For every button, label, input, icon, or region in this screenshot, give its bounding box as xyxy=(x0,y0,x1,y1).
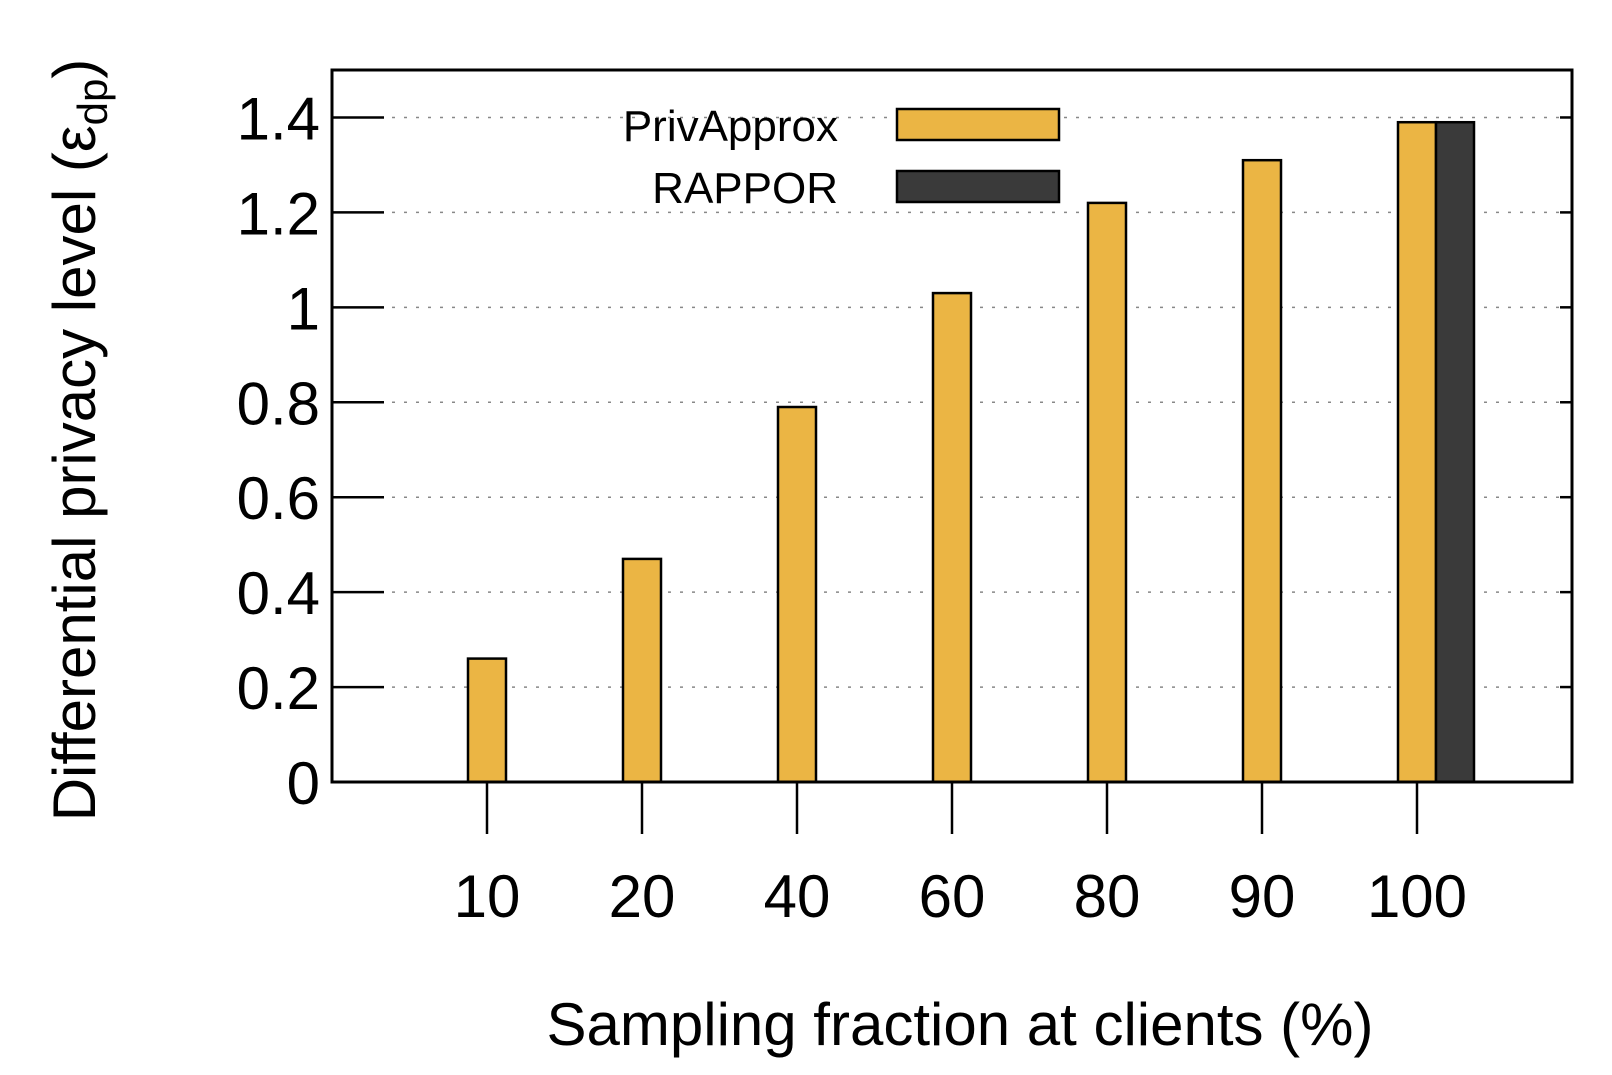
x-tick-label: 40 xyxy=(764,863,831,930)
x-axis-title: Sampling fraction at clients (%) xyxy=(547,991,1374,1058)
legend-label-rappor: RAPPOR xyxy=(652,164,838,213)
y-axis-title-close: ) xyxy=(41,59,108,79)
y-tick-label: 0.8 xyxy=(237,370,320,437)
y-axis-ticks: 0 0.2 0.4 0.6 0.8 1 1.2 1.4 xyxy=(237,85,1572,817)
y-tick-label: 1.2 xyxy=(237,180,320,247)
x-tick-label: 90 xyxy=(1229,863,1296,930)
legend: PrivApprox RAPPOR xyxy=(623,102,1061,213)
y-axis-title-subscript: dp xyxy=(69,79,116,126)
legend-label-privapprox: PrivApprox xyxy=(623,102,838,151)
bar-privapprox-20 xyxy=(621,557,663,784)
legend-swatch-privapprox xyxy=(895,107,1061,142)
bar-privapprox-40 xyxy=(776,405,818,784)
x-tick-label: 100 xyxy=(1367,863,1467,930)
y-tick-label: 1 xyxy=(287,275,320,342)
grid-lines xyxy=(332,116,1572,688)
y-tick-label: 1.4 xyxy=(237,85,320,152)
legend-swatch-rappor xyxy=(895,169,1061,204)
y-tick-label: 0.6 xyxy=(237,465,320,532)
x-tick-label: 60 xyxy=(919,863,986,930)
y-tick-label: 0 xyxy=(287,750,320,817)
y-tick-label: 0.4 xyxy=(237,560,320,627)
bar-privapprox-100 xyxy=(1396,120,1438,784)
bar-privapprox-10 xyxy=(466,657,508,784)
x-tick-label: 20 xyxy=(609,863,676,930)
x-tick-label: 80 xyxy=(1074,863,1141,930)
bar-privapprox-90 xyxy=(1241,158,1283,784)
bar-privapprox-60 xyxy=(931,291,973,784)
y-axis-title-main: Differential privacy level (ε xyxy=(41,125,108,821)
x-tick-label: 10 xyxy=(454,863,521,930)
x-axis-ticks: 10 20 40 60 80 90 100 xyxy=(454,782,1467,930)
bar-privapprox-80 xyxy=(1086,201,1128,784)
bar-rappor-100 xyxy=(1434,120,1476,784)
bars xyxy=(466,120,1476,784)
y-axis-title: Differential privacy level (εdp) xyxy=(41,59,116,822)
y-tick-label: 0.2 xyxy=(237,655,320,722)
